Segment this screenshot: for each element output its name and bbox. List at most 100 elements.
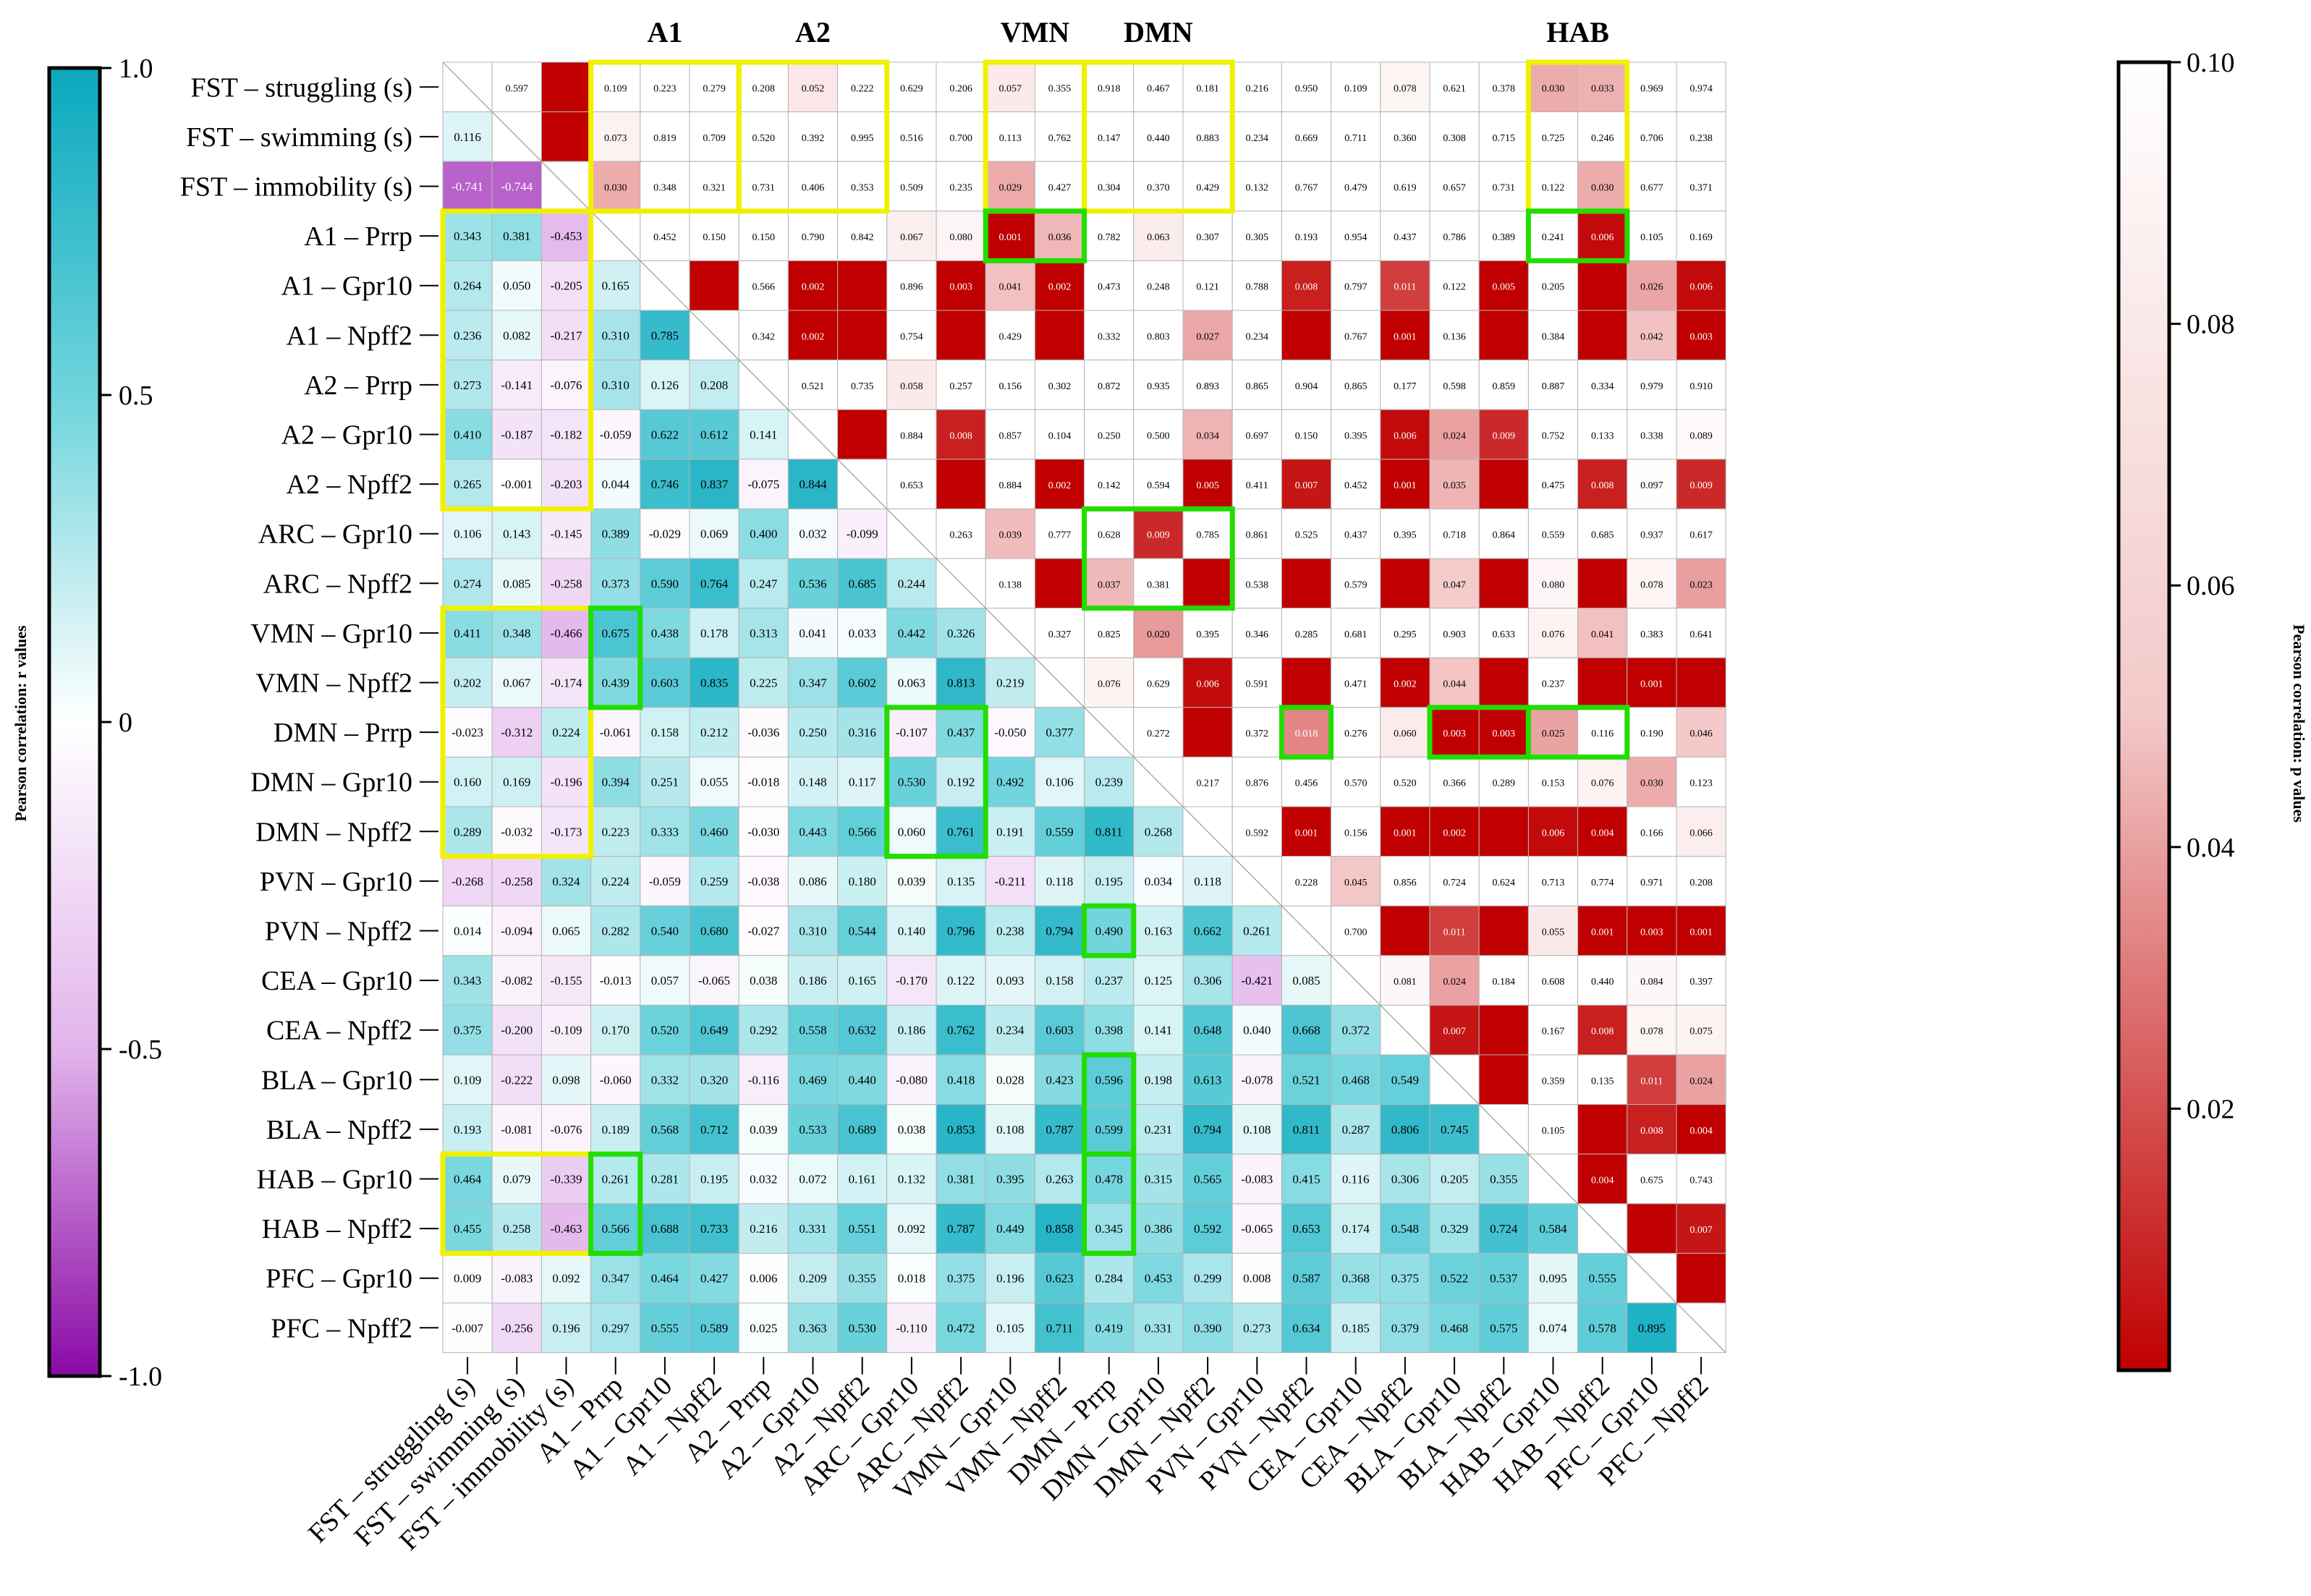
- p-cell: [1478, 905, 1529, 956]
- r-cell: [936, 1203, 986, 1254]
- p-cell: [1084, 508, 1135, 559]
- p-colorbar-ticklabel: 0.02: [2187, 1094, 2235, 1124]
- p-cell: [1577, 856, 1628, 907]
- p-cell: [1627, 657, 1677, 708]
- r-cell-value: 0.268: [1145, 825, 1172, 839]
- r-cell-value: 0.389: [602, 527, 629, 541]
- p-cell: [1577, 905, 1628, 956]
- p-cell-value: 0.105: [1542, 1126, 1565, 1137]
- p-cell: [1676, 1252, 1726, 1304]
- r-cell-value: 0.372: [1342, 1024, 1370, 1037]
- p-cell-value: 0.150: [752, 232, 776, 243]
- row-label: VMN – Gpr10: [250, 619, 412, 649]
- p-cell-value: 0.237: [1542, 679, 1565, 690]
- r-cell: [640, 856, 690, 907]
- p-cell: [985, 558, 1035, 609]
- p-cell-value: 0.621: [1443, 83, 1466, 94]
- r-cell-value: 0.237: [1095, 974, 1124, 988]
- r-cell-value: 0.126: [651, 378, 679, 392]
- r-cell-value: 0.423: [1046, 1073, 1073, 1087]
- r-cell: [491, 1054, 542, 1105]
- p-cell: [1380, 905, 1430, 956]
- r-cell-value: 0.039: [750, 1123, 777, 1137]
- p-cell: [1034, 409, 1085, 460]
- r-cell-value: 0.612: [700, 428, 728, 442]
- p-cell-value: 0.217: [1196, 778, 1219, 789]
- r-cell: [491, 558, 542, 609]
- p-cell-value: 0.743: [1689, 1176, 1713, 1187]
- p-cell: [1034, 211, 1085, 261]
- r-cell-value: 0.613: [1194, 1073, 1221, 1087]
- p-cell-value: 0.003: [949, 282, 972, 293]
- p-cell: [1281, 508, 1332, 559]
- p-cell: [1429, 806, 1480, 857]
- diagonal-slash: [1034, 657, 1085, 708]
- r-cell-value: 0.355: [849, 1272, 876, 1286]
- p-cell: [1527, 459, 1579, 509]
- r-cell-value: 0.118: [1194, 875, 1221, 888]
- heatmap-cells: 0.597 0.109 0.223 0.279 0.208 0.052 0.222 0.629…: [442, 61, 1726, 1354]
- r-cell: [1527, 1252, 1579, 1304]
- p-cell: [837, 61, 888, 113]
- r-cell-value: 0.724: [1490, 1222, 1518, 1236]
- p-cell-value: 0.206: [949, 83, 972, 94]
- p-cell: [1676, 558, 1726, 609]
- p-cell-value: 0.020: [1147, 629, 1170, 640]
- r-cell-value: 0.443: [799, 825, 826, 839]
- p-cell-value: 0.076: [1098, 679, 1121, 690]
- r-cell: [738, 409, 789, 460]
- p-cell-value: 0.842: [851, 232, 874, 243]
- p-cell-value: 0.950: [1295, 83, 1318, 94]
- r-cell-value: 0.472: [947, 1321, 975, 1335]
- p-cell-value: 0.002: [1443, 828, 1466, 839]
- r-cell: [837, 806, 888, 857]
- r-cell: [1380, 1302, 1430, 1354]
- p-cell-value: 0.008: [1295, 282, 1318, 293]
- r-cell-value: 0.394: [602, 776, 630, 789]
- r-colorbar-ticklabel: -0.5: [119, 1035, 162, 1065]
- r-cell-value: 0.141: [750, 428, 777, 442]
- diagonal-slash: [689, 310, 739, 361]
- p-cell: [640, 61, 690, 113]
- r-cell-value: 0.116: [454, 130, 481, 144]
- r-cell: [1281, 1252, 1332, 1304]
- r-cell-value: 0.468: [1441, 1321, 1468, 1335]
- p-cell-value: 0.156: [999, 381, 1022, 392]
- r-cell: [590, 1203, 641, 1254]
- r-cell-value: 0.381: [947, 1173, 975, 1187]
- p-cell-value: 0.113: [999, 133, 1022, 144]
- r-cell: [442, 905, 493, 956]
- p-cell-value: 0.007: [1689, 1225, 1713, 1236]
- p-cell-value: 0.025: [1542, 729, 1565, 739]
- r-cell: [886, 707, 937, 757]
- p-cell: [1182, 360, 1233, 410]
- p-cell-value: 0.024: [1689, 1076, 1713, 1087]
- r-cell: [886, 1054, 937, 1105]
- r-cell-value: 0.746: [651, 477, 679, 491]
- p-cell: [985, 310, 1035, 361]
- p-cell-value: 0.228: [1295, 878, 1318, 888]
- p-cell: [1133, 508, 1184, 559]
- r-cell-value: 0.555: [651, 1321, 679, 1335]
- p-cell-value: 0.041: [1591, 629, 1614, 640]
- r-cell-value: 0.234: [996, 1024, 1025, 1037]
- r-cell: [1034, 756, 1085, 807]
- p-cell: [1676, 1153, 1726, 1205]
- p-cell-value: 0.608: [1542, 977, 1565, 988]
- r-cell-value: 0.009: [454, 1272, 481, 1286]
- r-cell: [886, 806, 937, 857]
- r-cell-value: 0.082: [503, 328, 530, 342]
- p-cell: [1676, 806, 1726, 857]
- p-cell: [1577, 360, 1628, 410]
- p-cell: [1133, 310, 1184, 361]
- p-cell: [1182, 558, 1233, 609]
- r-cell-value: 0.216: [750, 1222, 777, 1236]
- r-cell: [738, 1153, 789, 1205]
- r-cell-value: -0.027: [747, 925, 779, 938]
- p-cell: [837, 260, 888, 311]
- p-cell-value: 0.076: [1591, 778, 1614, 789]
- r-cell: [491, 260, 542, 311]
- p-cell-value: 0.371: [1689, 183, 1713, 194]
- p-cell-value: 0.884: [900, 431, 923, 442]
- p-cell: [1676, 508, 1726, 559]
